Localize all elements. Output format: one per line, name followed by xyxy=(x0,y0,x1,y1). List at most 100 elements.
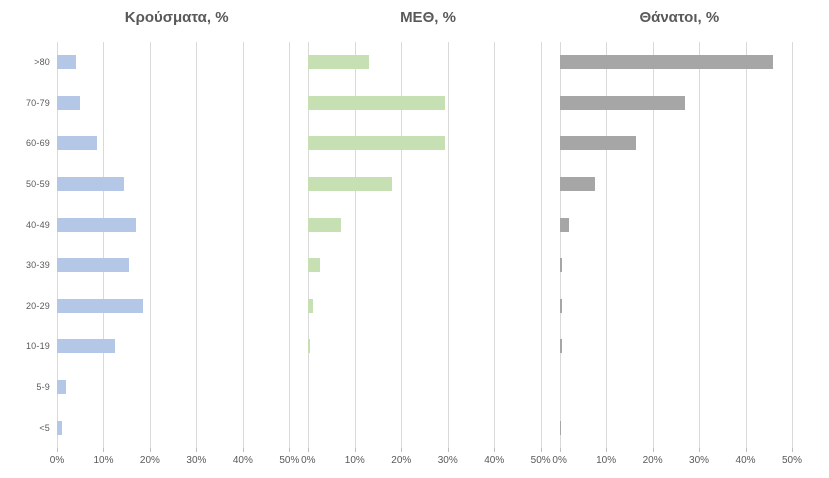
x-tick-label: 10% xyxy=(596,455,617,466)
gridline xyxy=(494,42,496,448)
x-axis: 0% 10% 20% 30% 40% 50% xyxy=(552,448,803,478)
chart-title: ΜΕΘ, % xyxy=(400,8,456,26)
chart-icu: ΜΕΘ, % 0% 10% 20% 30% 40% 50% xyxy=(301,0,551,478)
bar-row xyxy=(57,123,296,164)
gridline xyxy=(699,42,701,448)
gridline xyxy=(149,42,151,448)
y-axis-label: 40-49 xyxy=(25,219,50,230)
x-tick-label: 10% xyxy=(344,455,365,466)
bar-row xyxy=(308,83,547,124)
bar xyxy=(57,298,143,313)
axis-tick xyxy=(308,448,310,452)
bar-row xyxy=(559,245,799,286)
chart-title: Θάνατοι, % xyxy=(639,8,720,26)
axis-tick xyxy=(149,448,151,452)
axis-tick xyxy=(57,448,58,452)
y-axis-label: <5 xyxy=(39,422,50,433)
bar-row xyxy=(308,286,547,327)
bar-row xyxy=(57,164,296,205)
x-tick-label: 20% xyxy=(391,455,412,466)
x-tick-label: 10% xyxy=(93,455,114,466)
bar xyxy=(559,258,563,273)
axis-tick xyxy=(289,448,291,452)
x-tick-label: 20% xyxy=(139,455,160,466)
chart-deaths: Θάνατοι, % 0% 10% 20% 30% 40% 50% xyxy=(552,0,803,478)
gridline xyxy=(354,42,356,448)
y-axis-label: 20-29 xyxy=(25,300,50,311)
axis-tick xyxy=(242,448,244,452)
bar-row xyxy=(559,164,799,205)
gridline xyxy=(447,42,449,448)
bar xyxy=(559,136,637,151)
y-axis-label: 30-39 xyxy=(25,260,50,271)
axis-tick xyxy=(606,448,608,452)
bar xyxy=(559,420,562,435)
bar xyxy=(559,95,686,110)
y-axis-label: 5-9 xyxy=(36,382,50,393)
axis-tick xyxy=(196,448,198,452)
bar xyxy=(308,95,446,110)
bar xyxy=(308,136,446,151)
gridline xyxy=(745,42,747,448)
bar xyxy=(57,136,97,151)
bar xyxy=(308,55,369,70)
axis-tick xyxy=(447,448,449,452)
bar xyxy=(308,258,320,273)
x-tick-label: 40% xyxy=(735,455,756,466)
bar-row xyxy=(308,164,547,205)
x-axis: 0% 10% 20% 30% 40% 50% xyxy=(301,448,551,478)
gridline xyxy=(308,42,310,448)
x-tick-label: 30% xyxy=(437,455,458,466)
bar xyxy=(559,217,569,232)
bar xyxy=(559,55,774,70)
gridline xyxy=(559,42,561,448)
bar xyxy=(308,339,310,354)
gridline xyxy=(606,42,608,448)
bar xyxy=(57,55,76,70)
bar-row xyxy=(559,83,799,124)
axis-tick xyxy=(401,448,403,452)
axis-tick xyxy=(103,448,105,452)
bar-row xyxy=(559,407,799,448)
axis-tick xyxy=(652,448,654,452)
gridline xyxy=(242,42,244,448)
bar-row xyxy=(308,204,547,245)
gridline xyxy=(652,42,654,448)
x-tick-label: 30% xyxy=(689,455,710,466)
gridline xyxy=(540,42,542,448)
bar xyxy=(559,339,562,354)
y-axis-spacer xyxy=(0,0,57,42)
bar-row xyxy=(559,204,799,245)
x-tick-label: 20% xyxy=(642,455,663,466)
axis-tick xyxy=(792,448,793,452)
x-tick-label: 40% xyxy=(232,455,253,466)
x-tick-label: 50% xyxy=(781,455,803,466)
gridline xyxy=(401,42,403,448)
x-tick-label: 0% xyxy=(552,455,567,466)
gridline xyxy=(792,42,793,448)
bar-row xyxy=(559,326,799,367)
axis-tick xyxy=(494,448,496,452)
y-axis-label: 70-79 xyxy=(25,97,50,108)
bar-row xyxy=(559,123,799,164)
bar-row xyxy=(57,326,296,367)
bar-row xyxy=(57,42,296,83)
bar xyxy=(57,380,67,395)
axis-tick xyxy=(354,448,356,452)
axis-tick xyxy=(745,448,747,452)
bar xyxy=(57,95,81,110)
bar-row xyxy=(57,245,296,286)
x-tick-label: 50% xyxy=(530,455,551,466)
x-tick-label: 0% xyxy=(49,455,65,466)
bar xyxy=(57,420,62,435)
x-tick-label: 40% xyxy=(484,455,505,466)
gridline xyxy=(289,42,291,448)
bar xyxy=(57,177,125,192)
bar-row xyxy=(57,83,296,124)
x-tick-label: 30% xyxy=(186,455,207,466)
plot-area xyxy=(57,42,296,448)
plot-area xyxy=(308,42,547,448)
y-axis-gutter: >80 70-79 60-69 50-59 40-49 30-39 20-29 10-19 5-… xyxy=(0,0,57,478)
chart-cases: Κρούσματα, % 0% 10% 20% 30% 40% 50% xyxy=(50,0,300,478)
bar-row xyxy=(308,42,547,83)
